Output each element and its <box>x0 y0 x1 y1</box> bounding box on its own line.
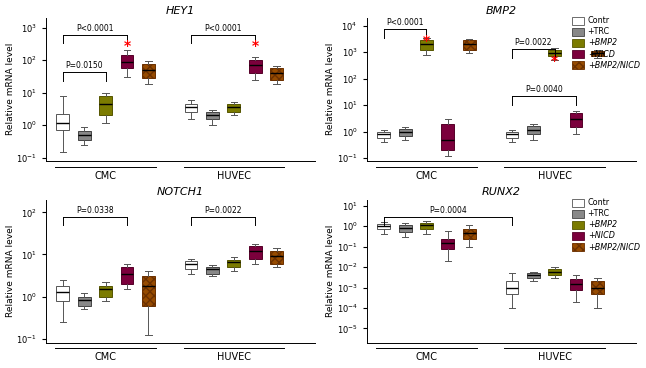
PathPatch shape <box>206 112 219 119</box>
PathPatch shape <box>270 68 283 79</box>
PathPatch shape <box>527 126 539 134</box>
PathPatch shape <box>570 113 583 127</box>
PathPatch shape <box>142 276 155 306</box>
PathPatch shape <box>270 251 283 264</box>
PathPatch shape <box>78 131 90 140</box>
PathPatch shape <box>56 286 69 301</box>
PathPatch shape <box>548 269 561 275</box>
Y-axis label: Relative mRNA level: Relative mRNA level <box>6 43 15 135</box>
PathPatch shape <box>591 282 604 294</box>
Text: P=0.0022: P=0.0022 <box>204 206 242 215</box>
PathPatch shape <box>377 224 390 229</box>
PathPatch shape <box>548 50 561 56</box>
Text: *: * <box>252 39 259 53</box>
Y-axis label: Relative mRNA level: Relative mRNA level <box>6 225 15 317</box>
PathPatch shape <box>121 267 133 284</box>
Text: P<0.0001: P<0.0001 <box>76 24 114 33</box>
PathPatch shape <box>56 114 69 130</box>
PathPatch shape <box>142 64 155 78</box>
PathPatch shape <box>527 273 539 278</box>
Text: *: * <box>423 33 430 47</box>
Y-axis label: Relative mRNA level: Relative mRNA level <box>326 43 335 135</box>
Text: P<0.0001: P<0.0001 <box>204 24 242 33</box>
PathPatch shape <box>420 40 433 50</box>
Text: *: * <box>123 39 130 53</box>
PathPatch shape <box>441 238 454 249</box>
PathPatch shape <box>420 223 433 229</box>
PathPatch shape <box>463 40 475 50</box>
Text: P<0.0001: P<0.0001 <box>386 18 424 27</box>
Legend: Contr, +TRC, +BMP2, +NICD, +BMP2/NICD: Contr, +TRC, +BMP2, +NICD, +BMP2/NICD <box>571 197 641 253</box>
PathPatch shape <box>399 225 412 232</box>
PathPatch shape <box>591 51 604 56</box>
PathPatch shape <box>506 282 518 294</box>
PathPatch shape <box>227 260 240 267</box>
PathPatch shape <box>506 132 518 138</box>
PathPatch shape <box>441 124 454 150</box>
PathPatch shape <box>185 104 198 112</box>
PathPatch shape <box>206 267 219 274</box>
Title: HEY1: HEY1 <box>166 6 195 15</box>
PathPatch shape <box>570 279 583 290</box>
PathPatch shape <box>463 229 475 238</box>
Text: *: * <box>551 54 558 68</box>
PathPatch shape <box>99 286 112 297</box>
Text: P=0.0150: P=0.0150 <box>65 61 103 70</box>
PathPatch shape <box>227 104 240 112</box>
Text: P=0.0022: P=0.0022 <box>515 38 552 47</box>
Y-axis label: Relative mRNA level: Relative mRNA level <box>326 225 335 317</box>
Text: P=0.0040: P=0.0040 <box>525 85 563 94</box>
PathPatch shape <box>99 96 112 115</box>
Legend: Contr, +TRC, +BMP2, +NICD, +BMP2/NICD: Contr, +TRC, +BMP2, +NICD, +BMP2/NICD <box>571 15 641 71</box>
PathPatch shape <box>78 297 90 306</box>
PathPatch shape <box>399 129 412 136</box>
PathPatch shape <box>249 246 262 258</box>
Title: BMP2: BMP2 <box>486 6 517 15</box>
PathPatch shape <box>185 261 198 269</box>
Title: NOTCH1: NOTCH1 <box>157 187 204 198</box>
PathPatch shape <box>377 132 390 138</box>
Text: P=0.0338: P=0.0338 <box>76 206 114 215</box>
Text: P=0.0004: P=0.0004 <box>429 206 466 215</box>
PathPatch shape <box>249 60 262 73</box>
PathPatch shape <box>121 55 133 68</box>
Title: RUNX2: RUNX2 <box>482 187 521 198</box>
